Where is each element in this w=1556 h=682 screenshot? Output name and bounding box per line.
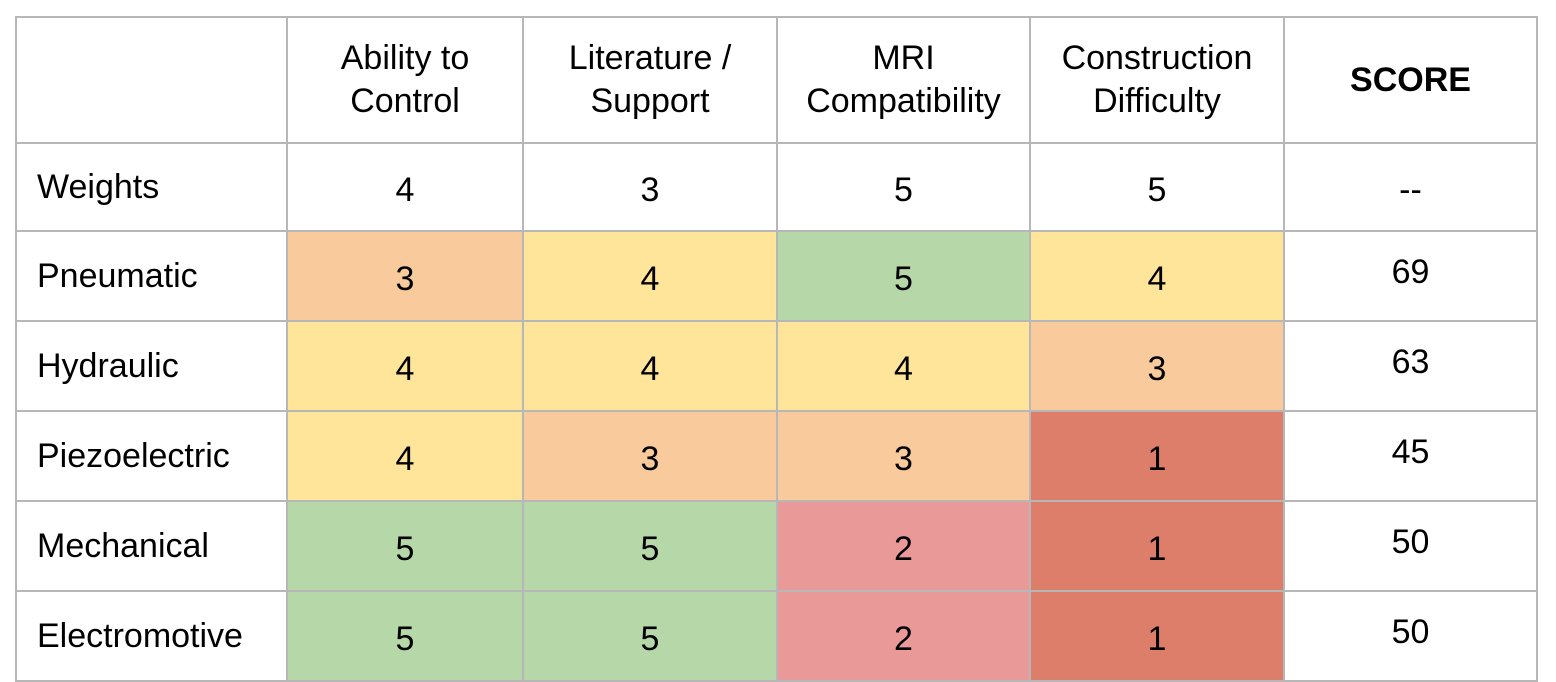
rating-cell: 1 [1029, 500, 1285, 592]
row-label-weights: Weights [15, 142, 288, 232]
column-header-line2: Control [350, 82, 460, 120]
row-label: Pneumatic [15, 230, 288, 322]
column-header-line1: Ability to [340, 39, 470, 77]
header-row: Ability to Control Literature / Support MR… [15, 16, 1538, 144]
column-header-line2: Difficulty [1093, 82, 1221, 120]
option-row-hydraulic: Hydraulic 4 4 4 3 63 [15, 320, 1538, 412]
column-header-ability-to-control: Ability to Control [286, 16, 524, 144]
row-label: Mechanical [15, 500, 288, 592]
row-label: Hydraulic [15, 320, 288, 412]
score-cell: 50 [1283, 500, 1538, 592]
rating-cell: 4 [522, 230, 778, 322]
rating-cell: 1 [1029, 590, 1285, 682]
option-row-mechanical: Mechanical 5 5 2 1 50 [15, 500, 1538, 592]
column-header-literature-support: Literature / Support [522, 16, 778, 144]
column-header-mri-compatibility: MRI Compatibility [776, 16, 1031, 144]
row-label: Electromotive [15, 590, 288, 682]
rating-cell: 2 [776, 500, 1031, 592]
weight-score-cell: -- [1283, 142, 1538, 232]
rating-cell: 4 [776, 320, 1031, 412]
weight-cell: 3 [522, 142, 778, 232]
column-header-line1: MRI [872, 39, 935, 77]
corner-cell [15, 16, 288, 144]
weights-row: Weights 4 3 5 5 -- [15, 142, 1538, 232]
rating-cell: 2 [776, 590, 1031, 682]
rating-cell: 4 [522, 320, 778, 412]
score-column-header: SCORE [1283, 16, 1538, 144]
column-header-line1: Construction [1061, 39, 1253, 77]
decision-matrix-table: Ability to Control Literature / Support MR… [15, 16, 1538, 682]
column-header-construction-difficulty: Construction Difficulty [1029, 16, 1285, 144]
rating-cell: 5 [776, 230, 1031, 322]
score-cell: 63 [1283, 320, 1538, 412]
column-header-line2: Support [590, 82, 710, 120]
rating-cell: 4 [286, 320, 524, 412]
rating-cell: 4 [286, 410, 524, 502]
rating-cell: 3 [286, 230, 524, 322]
rating-cell: 4 [1029, 230, 1285, 322]
option-row-pneumatic: Pneumatic 3 4 5 4 69 [15, 230, 1538, 322]
rating-cell: 5 [286, 590, 524, 682]
rating-cell: 5 [522, 590, 778, 682]
score-cell: 50 [1283, 590, 1538, 682]
rating-cell: 3 [522, 410, 778, 502]
column-header-line2: Compatibility [806, 82, 1001, 120]
score-cell: 45 [1283, 410, 1538, 502]
weight-cell: 5 [1029, 142, 1285, 232]
rating-cell: 5 [522, 500, 778, 592]
rating-cell: 5 [286, 500, 524, 592]
row-label: Piezoelectric [15, 410, 288, 502]
weight-cell: 5 [776, 142, 1031, 232]
option-row-electromotive: Electromotive 5 5 2 1 50 [15, 590, 1538, 682]
weight-cell: 4 [286, 142, 524, 232]
rating-cell: 1 [1029, 410, 1285, 502]
rating-cell: 3 [776, 410, 1031, 502]
column-header-line1: Literature / [568, 39, 732, 77]
rating-cell: 3 [1029, 320, 1285, 412]
option-row-piezoelectric: Piezoelectric 4 3 3 1 45 [15, 410, 1538, 502]
score-cell: 69 [1283, 230, 1538, 322]
